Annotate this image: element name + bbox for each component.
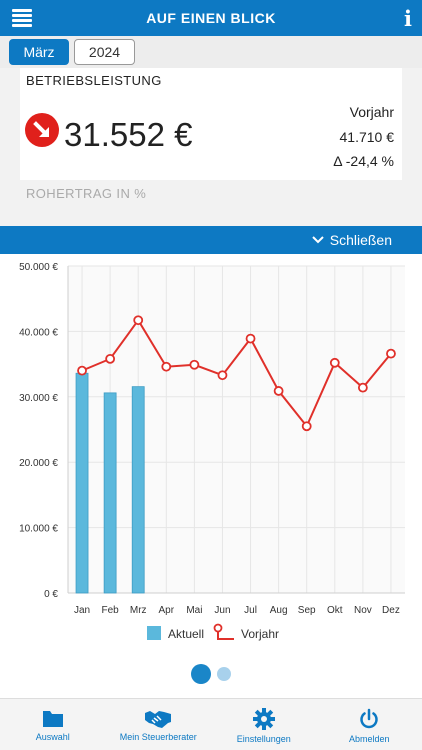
legend-swatch-aktuell [147, 626, 161, 640]
point-vorjahr [357, 382, 368, 393]
x-tick-label: Nov [354, 605, 372, 616]
kpi-value: 31.552 € [64, 116, 193, 153]
page-title: AUF EINEN BLICK [146, 10, 276, 26]
folder-icon [42, 711, 63, 727]
prev-year-label: Vorjahr [349, 104, 394, 120]
nav-item-steuerberater[interactable]: Mein Steuerberater [106, 699, 212, 750]
y-tick-label: 50.000 € [19, 262, 58, 273]
page-indicator [0, 664, 422, 684]
arrow-down-right-icon [25, 113, 59, 147]
next-kpi-label[interactable]: ROHERTRAG IN % [26, 186, 147, 201]
collapse-button[interactable]: Schließen [312, 232, 392, 248]
y-tick-label: 30.000 € [19, 393, 58, 404]
point-vorjahr [77, 365, 87, 376]
nav-label: Einstellungen [236, 734, 291, 744]
legend-marker-vorjahr [213, 623, 223, 633]
point-vorjahr [329, 357, 340, 368]
nav-label: Abmelden [348, 734, 390, 744]
page-dot-active[interactable] [191, 664, 211, 684]
x-tick-label: Mai [186, 605, 202, 616]
month-selector[interactable]: März [9, 39, 69, 65]
x-tick-label: Mrz [130, 605, 147, 616]
point-vorjahr [301, 421, 312, 432]
collapse-bar: Schließen [0, 226, 422, 254]
prev-year-value: 41.710 € [339, 129, 395, 145]
x-tick-label: Jul [244, 605, 257, 616]
gear-icon [252, 708, 275, 730]
chevron-down-icon [312, 236, 324, 244]
period-selector: März 2024 [0, 36, 422, 68]
point-vorjahr [189, 359, 200, 370]
bar-aktuell [75, 372, 89, 594]
bar-aktuell [131, 386, 145, 594]
point-vorjahr [273, 386, 284, 396]
legend-label-vorjahr: Vorjahr [241, 627, 279, 641]
x-tick-label: Apr [159, 605, 175, 616]
series-line-vorjahr [81, 318, 392, 429]
hamburger-menu-icon[interactable] [12, 9, 32, 27]
nav-item-einstellungen[interactable]: Einstellungen [211, 699, 317, 750]
nav-label: Auswahl [35, 732, 70, 742]
legend-label-aktuell: Aktuell [168, 627, 204, 641]
point-vorjahr [133, 315, 144, 326]
plot-background [68, 266, 405, 593]
x-tick-label: Feb [102, 605, 120, 616]
x-tick-label: Aug [270, 605, 288, 616]
point-vorjahr [217, 370, 228, 381]
top-bar: AUF EINEN BLICK i [0, 0, 422, 36]
info-icon[interactable]: i [404, 6, 412, 31]
power-icon [360, 708, 378, 729]
nav-item-auswahl[interactable]: Auswahl [0, 699, 106, 750]
y-tick-label: 40.000 € [19, 327, 58, 338]
collapse-label: Schließen [329, 232, 392, 248]
point-vorjahr [386, 348, 396, 359]
nav-label: Mein Steuerberater [119, 732, 197, 742]
kpi-label: BETRIEBSLEISTUNG [26, 73, 162, 88]
y-tick-label: 0 € [44, 589, 58, 600]
delta-value: Δ -24,4 % [333, 153, 394, 169]
x-tick-label: Jan [74, 605, 90, 616]
year-selector[interactable]: 2024 [74, 39, 135, 65]
y-tick-label: 20.000 € [19, 458, 58, 469]
bar-aktuell [103, 392, 117, 594]
kpi-card[interactable]: BETRIEBSLEISTUNG 31.552 € Vorjahr 41.710… [20, 68, 402, 180]
handshake-icon [145, 711, 172, 728]
nav-item-abmelden[interactable]: Abmelden [317, 699, 422, 750]
y-tick-label: 10.000 € [19, 524, 58, 535]
x-tick-label: Sep [298, 605, 316, 616]
point-vorjahr [105, 353, 116, 364]
x-tick-label: Dez [382, 605, 400, 616]
x-tick-label: Jun [214, 605, 230, 616]
x-tick-label: Okt [327, 605, 343, 616]
chart-area: 0 € 10.000 € 20.000 € 30.000 € 40.000 € 50.00… [0, 254, 422, 698]
point-vorjahr [245, 333, 256, 344]
bottom-nav: Auswahl Mein Steuerberater Einstellungen [0, 698, 422, 750]
point-vorjahr [161, 361, 172, 372]
page-dot[interactable] [217, 667, 231, 681]
chart: 0 € 10.000 € 20.000 € 30.000 € 40.000 € 50.00… [19, 262, 405, 641]
